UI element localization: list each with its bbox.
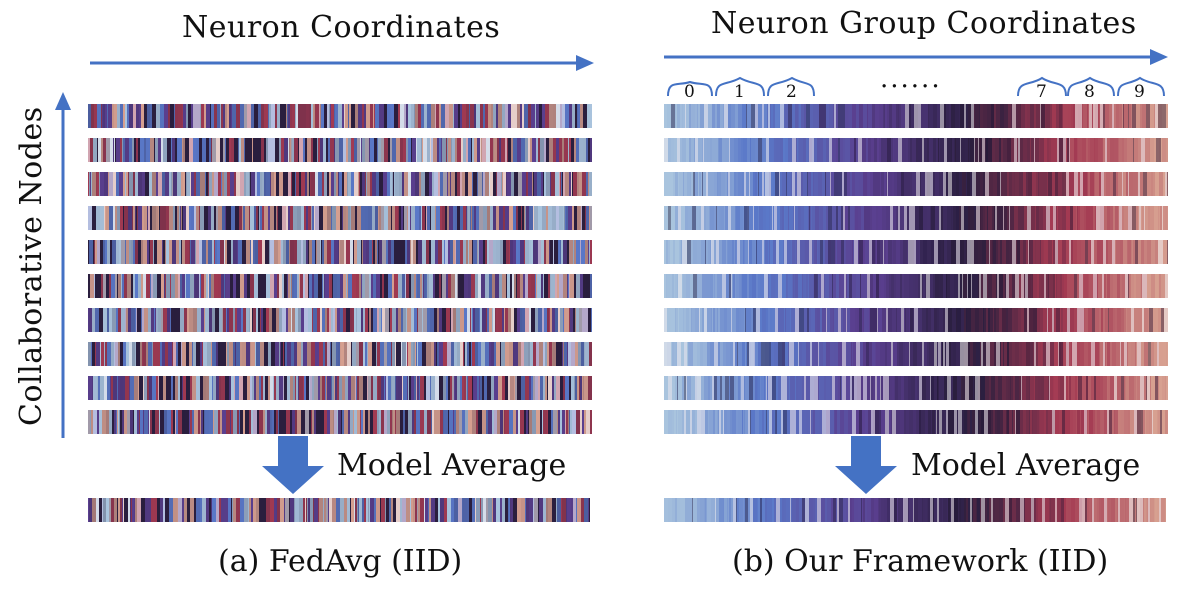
panel-b-caption: (b) Our Framework (IID) — [732, 544, 1109, 579]
panel-b-node-strip — [664, 104, 1168, 128]
panel-b-avg-label: Model Average — [911, 448, 1141, 483]
panel-a-node-strip — [88, 274, 592, 298]
panel-b-x-arrow-icon — [664, 49, 1168, 65]
panel-a-node-strip — [88, 342, 592, 366]
panel-a-node-strip — [88, 240, 592, 264]
panel-b-node-strip — [664, 342, 1168, 366]
group-label-8: 8 — [1084, 82, 1095, 102]
group-label-2: 2 — [786, 82, 797, 102]
group-brace-8-icon — [1067, 76, 1115, 97]
panel-b-node-strip — [664, 172, 1168, 196]
panel-a-x-arrow-icon — [90, 55, 594, 71]
panel-b-node-strip — [664, 410, 1168, 434]
panel-b-node-strip — [664, 138, 1168, 162]
group-label-0: 0 — [684, 82, 695, 102]
panel-a-node-strip — [88, 206, 592, 230]
panel-a-down-arrow-icon — [262, 436, 324, 494]
panel-b-down-arrow-icon — [835, 436, 897, 494]
panel-a-y-arrow-icon — [55, 92, 71, 438]
group-brace-2-icon — [767, 76, 815, 97]
panel-b-node-strip — [664, 240, 1168, 264]
panel-a-node-strip — [88, 172, 592, 196]
panel-a-node-strip — [88, 308, 592, 332]
panel-a-node-strip — [88, 104, 592, 128]
panel-a-caption: (a) FedAvg (IID) — [218, 544, 463, 579]
panel-a-avg-label: Model Average — [337, 448, 567, 483]
panel-a-node-strip — [88, 410, 592, 434]
panel-b-node-strip — [664, 274, 1168, 298]
group-label-1: 1 — [734, 82, 745, 102]
panel-b-top-label: Neuron Group Coordinates — [711, 6, 1137, 41]
panel-a-top-label: Neuron Coordinates — [182, 10, 501, 45]
panel-b-node-strip — [664, 206, 1168, 230]
group-ellipsis: ...... — [880, 64, 942, 94]
group-label-9: 9 — [1134, 82, 1145, 102]
panel-a-node-strip — [88, 376, 592, 400]
group-brace-7-icon — [1017, 76, 1067, 97]
group-brace-9-icon — [1117, 76, 1165, 97]
panel-a-average-strip-bar — [88, 498, 590, 522]
panel-b-average-strip-bar — [664, 498, 1166, 522]
panel-b-node-strip — [664, 376, 1168, 400]
panel-a-node-strip — [88, 138, 592, 162]
group-brace-0-icon — [667, 80, 713, 97]
panel-b-node-strip — [664, 308, 1168, 332]
group-brace-1-icon — [715, 76, 765, 97]
group-label-7: 7 — [1036, 82, 1047, 102]
